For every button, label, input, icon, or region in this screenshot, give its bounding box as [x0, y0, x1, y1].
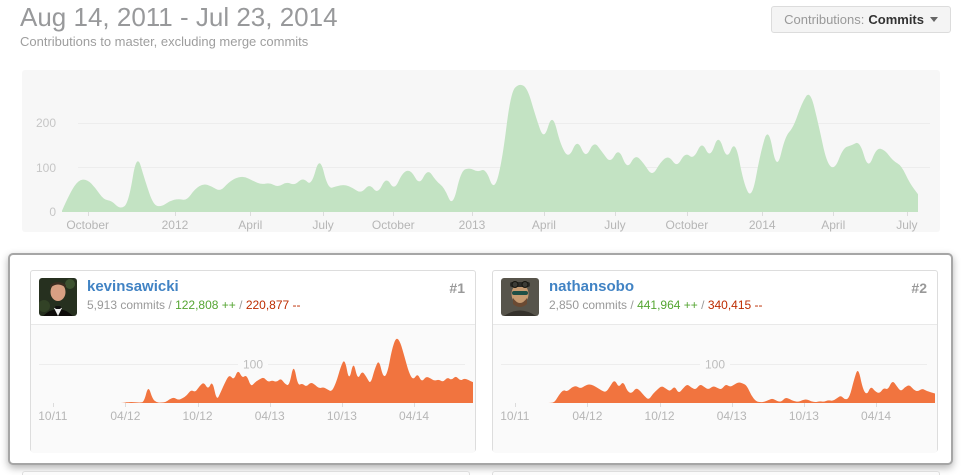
- contributor-chart-area: 100 10/11 04/12 10/12 04/13 10/13 04/14: [493, 324, 937, 453]
- x-axis-tick: [906, 212, 908, 216]
- separator: /: [701, 298, 705, 312]
- x-axis-tick: [52, 403, 54, 407]
- x-axis-label: July: [896, 218, 918, 232]
- x-axis-tick: [414, 403, 416, 407]
- x-axis-tick: [833, 212, 835, 216]
- y-axis-label: 100: [35, 160, 56, 175]
- dropdown-value: Commits: [868, 12, 924, 27]
- x-axis-label: July: [312, 218, 334, 232]
- page-title: Aug 14, 2011 - Jul 23, 2014: [20, 2, 338, 32]
- x-axis-label: 2012: [161, 218, 189, 232]
- separator: /: [168, 298, 172, 312]
- x-axis-label: 10/12: [182, 409, 213, 423]
- contributor-stats: 2,850 commits / 441,964 ++ / 340,415 --: [549, 298, 763, 312]
- next-row-card-top: [22, 471, 470, 475]
- avatar[interactable]: [501, 278, 539, 316]
- next-row-card-top: [492, 471, 940, 475]
- contributor-card: nathansobo #2 2,850 commits / 441,964 ++…: [492, 270, 938, 453]
- x-axis-tick: [803, 403, 805, 407]
- x-axis-tick: [125, 403, 127, 407]
- x-axis-tick: [393, 212, 395, 216]
- overall-contributions-panel: 0 100 200 October 2012 April July October 2013 Ap…: [22, 70, 940, 232]
- x-axis-tick: [269, 403, 271, 407]
- x-axis-tick: [174, 212, 176, 216]
- separator: /: [239, 298, 243, 312]
- x-axis-tick: [250, 212, 252, 216]
- x-axis-tick: [762, 212, 764, 216]
- x-axis-label: 10/13: [788, 409, 819, 423]
- x-axis-label: April: [821, 218, 846, 232]
- avatar[interactable]: [39, 278, 77, 316]
- x-axis-tick: [341, 403, 343, 407]
- x-axis-label: October: [371, 218, 415, 232]
- gridline: [78, 122, 930, 124]
- rank-badge: #1: [449, 280, 465, 296]
- x-axis-label: 2013: [458, 218, 486, 232]
- contributor-stats: 5,913 commits / 122,808 ++ / 220,877 --: [87, 298, 301, 312]
- x-axis-tick: [514, 403, 516, 407]
- overall-contributions-chart: 0 100 200 October 2012 April July October 2013 Ap…: [36, 70, 930, 232]
- x-axis-label: 04/14: [861, 409, 892, 423]
- contributor-commits-chart: 100 10/11 04/12 10/12 04/13 10/13 04/14: [495, 325, 935, 423]
- x-axis-label: 04/12: [110, 409, 141, 423]
- x-axis-label: July: [604, 218, 626, 232]
- y-axis-label: 100: [699, 358, 731, 372]
- x-axis-tick: [197, 403, 199, 407]
- dropdown-label: Contributions:: [784, 12, 865, 27]
- x-axis-tick: [472, 212, 474, 216]
- separator: /: [630, 298, 634, 312]
- x-axis-tick: [659, 403, 661, 407]
- x-axis-tick: [686, 212, 688, 216]
- username-link[interactable]: nathansobo: [549, 278, 634, 295]
- contributor-card: kevinsawicki #1 5,913 commits / 122,808 …: [30, 270, 476, 453]
- deletions-count: 220,877 --: [245, 298, 301, 312]
- contributor-chart-area: 100 10/11 04/12 10/12 04/13 10/13 04/14: [31, 324, 475, 453]
- username-link[interactable]: kevinsawicki: [87, 278, 179, 295]
- additions-count: 122,808 ++: [175, 298, 236, 312]
- commit-count: 5,913 commits: [87, 298, 166, 312]
- x-axis-label: April: [531, 218, 556, 232]
- y-axis-label: 200: [35, 116, 56, 131]
- commit-count: 2,850 commits: [549, 298, 628, 312]
- page-subtitle: Contributions to master, excluding merge…: [20, 34, 309, 49]
- chevron-down-icon: [930, 17, 938, 22]
- y-axis-label: 0: [49, 205, 56, 219]
- additions-count: 441,964 ++: [637, 298, 698, 312]
- x-axis-label: 04/14: [399, 409, 430, 423]
- x-axis-tick: [614, 212, 616, 216]
- x-axis-label: 10/12: [644, 409, 675, 423]
- x-axis-label: 04/13: [254, 409, 285, 423]
- x-axis-label: April: [238, 218, 263, 232]
- x-axis-tick: [543, 212, 545, 216]
- x-axis-label: 10/11: [500, 409, 530, 423]
- x-axis-tick: [876, 403, 878, 407]
- x-axis-tick: [587, 403, 589, 407]
- x-axis-label: 04/13: [716, 409, 747, 423]
- x-axis-label: October: [66, 218, 110, 232]
- x-axis-label: 04/12: [572, 409, 603, 423]
- x-axis-tick: [731, 403, 733, 407]
- x-axis-label: 10/13: [326, 409, 357, 423]
- deletions-count: 340,415 --: [707, 298, 763, 312]
- x-axis-label: 10/11: [38, 409, 68, 423]
- contributor-card-header: nathansobo #2 2,850 commits / 441,964 ++…: [493, 271, 937, 324]
- x-axis-tick: [323, 212, 325, 216]
- y-axis-label: 100: [237, 358, 269, 372]
- contributor-commits-chart: 100 10/11 04/12 10/12 04/13 10/13 04/14: [33, 325, 473, 423]
- contributor-card-header: kevinsawicki #1 5,913 commits / 122,808 …: [31, 271, 475, 324]
- rank-badge: #2: [911, 280, 927, 296]
- x-axis-label: 2014: [748, 218, 776, 232]
- top-contributors-panel: kevinsawicki #1 5,913 commits / 122,808 …: [8, 253, 953, 465]
- x-axis-tick: [87, 212, 89, 216]
- x-axis-label: October: [665, 218, 709, 232]
- contributions-dropdown[interactable]: Contributions: Commits: [771, 6, 951, 33]
